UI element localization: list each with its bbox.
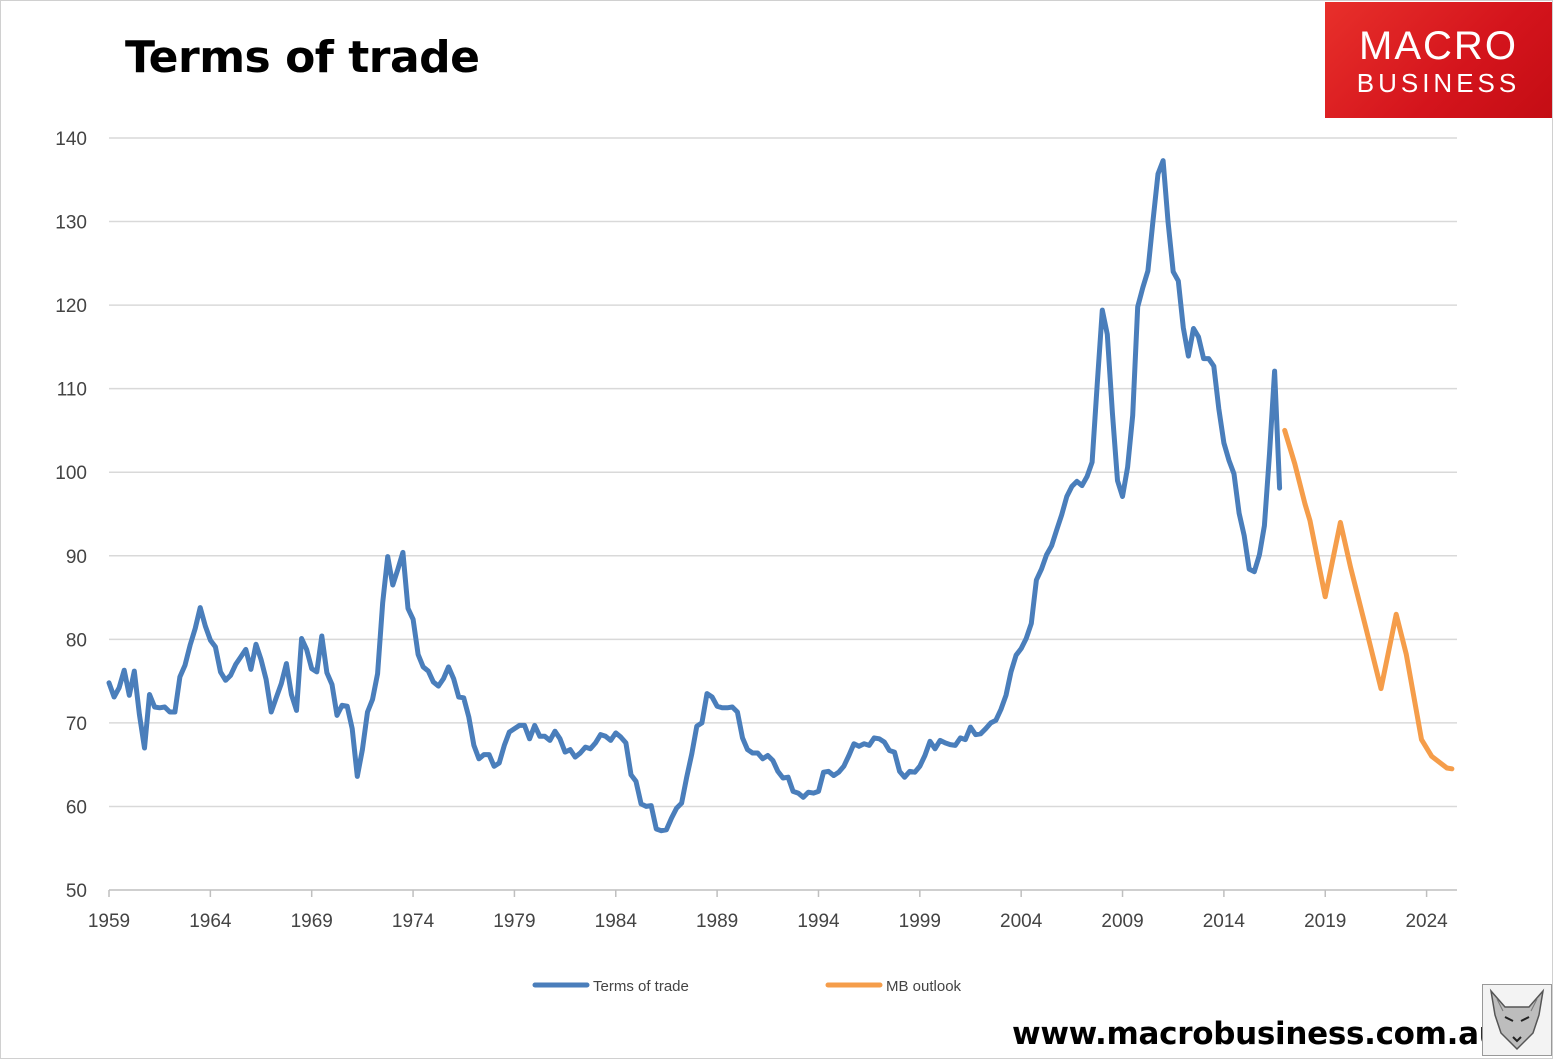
y-tick-label: 80 [66,630,87,651]
y-tick-label: 50 [66,881,87,902]
website-url: www.macrobusiness.com.au [1012,1016,1501,1052]
series-line-terms-of-trade [106,158,1283,834]
x-tick-label: 2019 [1304,911,1346,932]
y-tick-label: 120 [55,296,87,317]
y-tick-label: 140 [55,129,87,150]
y-tick-label: 110 [57,380,87,401]
y-tick-label: 130 [55,213,87,234]
x-axis: 1959 1964 1969 1974 1979 1984 1989 1994 1999 2004… [88,889,1457,932]
x-tick-label: 2009 [1101,911,1143,932]
x-tick-label: 1984 [595,911,638,932]
y-axis-ticks: 50 60 70 80 90 100 110 120 130 140 [55,129,87,902]
x-tick-label: 2014 [1203,911,1246,932]
x-tick-label: 2004 [1000,911,1043,932]
y-tick-label: 60 [66,797,87,818]
legend: Terms of trade MB outlook [532,978,962,995]
legend-label: MB outlook [886,978,962,995]
macrobusiness-logo: MACRO BUSINESS [1325,2,1552,118]
series-lines [106,158,1455,834]
y-tick-label: 90 [66,547,87,568]
x-tick-label: 1974 [392,911,435,932]
chart-title: Terms of trade [125,32,480,83]
x-tick-label: 1999 [899,911,941,932]
x-tick-label: 1964 [189,911,232,932]
gridlines [109,137,1457,808]
y-tick-label: 100 [55,463,87,484]
logo-line1: MACRO [1359,24,1518,68]
y-tick-label: 70 [66,714,87,735]
legend-label: Terms of trade [593,978,689,995]
x-tick-label: 2024 [1405,911,1448,932]
x-tick-label: 1989 [696,911,738,932]
logo-line2: BUSINESS [1356,68,1521,98]
series-line-mb-outlook [1282,427,1455,772]
x-tick-label: 1979 [493,911,535,932]
x-tick-label: 1994 [797,911,840,932]
fox-logo-icon [1482,984,1552,1056]
x-tick-label: 1969 [291,911,333,932]
x-tick-label: 1959 [88,911,130,932]
